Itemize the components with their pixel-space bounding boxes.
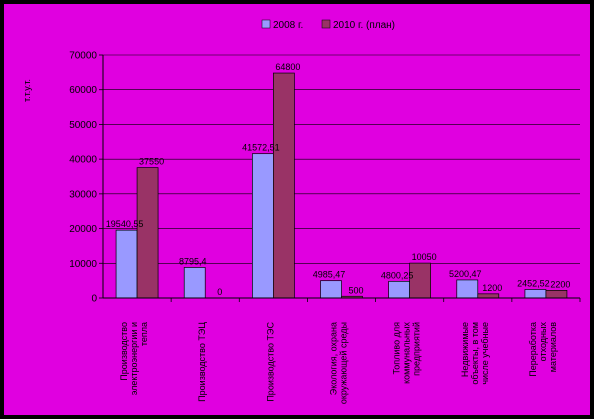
bar-2008 — [252, 153, 274, 299]
bar-2010 — [273, 72, 295, 299]
data-label: 10050 — [412, 252, 437, 262]
x-category-label: Экология, охранаокружающей среды — [329, 322, 349, 404]
x-category-label: Производство ТЭЦ — [197, 322, 207, 402]
y-tick-label: 0 — [91, 294, 97, 305]
bar-2008 — [388, 280, 410, 299]
bar-2010 — [409, 262, 431, 299]
y-tick-label: 60000 — [69, 85, 97, 96]
bar-2008 — [524, 289, 547, 299]
data-label: 8795,4 — [179, 256, 207, 266]
data-label: 2200 — [550, 279, 570, 289]
y-tick-label: 30000 — [69, 189, 97, 200]
data-label: 4800,25 — [381, 270, 414, 280]
data-label: 0 — [217, 287, 222, 297]
data-label: 41572,51 — [242, 143, 280, 153]
y-tick-label: 10000 — [69, 259, 97, 270]
y-tick-label: 70000 — [69, 51, 97, 62]
data-label: 500 — [348, 285, 363, 295]
y-tick-label: 20000 — [69, 224, 97, 235]
bar-2008 — [115, 229, 138, 299]
data-label: 19540,55 — [106, 219, 144, 229]
data-label: 4985,47 — [313, 270, 346, 280]
data-labels: 19540,55 8795,4 41572,51 4985,47 4800,25 5200… — [106, 62, 571, 297]
data-label: 64800 — [275, 62, 300, 72]
legend-label-2008: 2008 г. — [273, 20, 303, 31]
legend: 2008 г. 2010 г. (план) — [261, 19, 395, 31]
bar-chart: т.т.у.т. 2008 г. 2010 г. (план) 0 10000 20… — [22, 19, 581, 404]
legend-label-2010: 2010 г. (план) — [333, 20, 395, 31]
data-label: 1200 — [482, 283, 502, 293]
y-tick-label: 40000 — [69, 155, 97, 166]
chart-area: т.т.у.т. 2008 г. 2010 г. (план) 0 10000 20… — [4, 4, 590, 415]
y-axis-label: т.т.у.т. — [22, 79, 32, 102]
x-axis: Производствоэлектроэнергии итепла Произво… — [103, 297, 581, 404]
x-category-label: Топливо длякоммунальныхпредприятий — [392, 322, 422, 384]
gridlines — [103, 54, 580, 299]
legend-swatch-2010 — [321, 19, 331, 29]
bar-2010 — [136, 167, 159, 299]
data-label: 5200,47 — [449, 269, 482, 279]
x-category-label: Производствоэлектроэнергии итепла — [119, 322, 149, 395]
data-label: 2452,52 — [517, 278, 550, 288]
y-tick-label: 50000 — [69, 120, 97, 131]
bar-2010 — [545, 290, 568, 299]
bar-2008 — [183, 267, 206, 299]
bar-2010 — [477, 293, 500, 299]
data-label: 37550 — [139, 157, 164, 167]
legend-swatch-2008 — [261, 19, 271, 29]
x-category-label: Производство ТЭС — [265, 322, 275, 402]
bar-2008 — [320, 280, 342, 299]
y-axis: 0 10000 20000 30000 40000 50000 60000 70000 — [69, 51, 104, 305]
x-category-label: Недвижимыеобъекты, в томчисле учебные — [460, 322, 490, 385]
bar-2008 — [456, 279, 479, 299]
x-category-label: Переработкаотходныхматериалов — [528, 322, 558, 377]
